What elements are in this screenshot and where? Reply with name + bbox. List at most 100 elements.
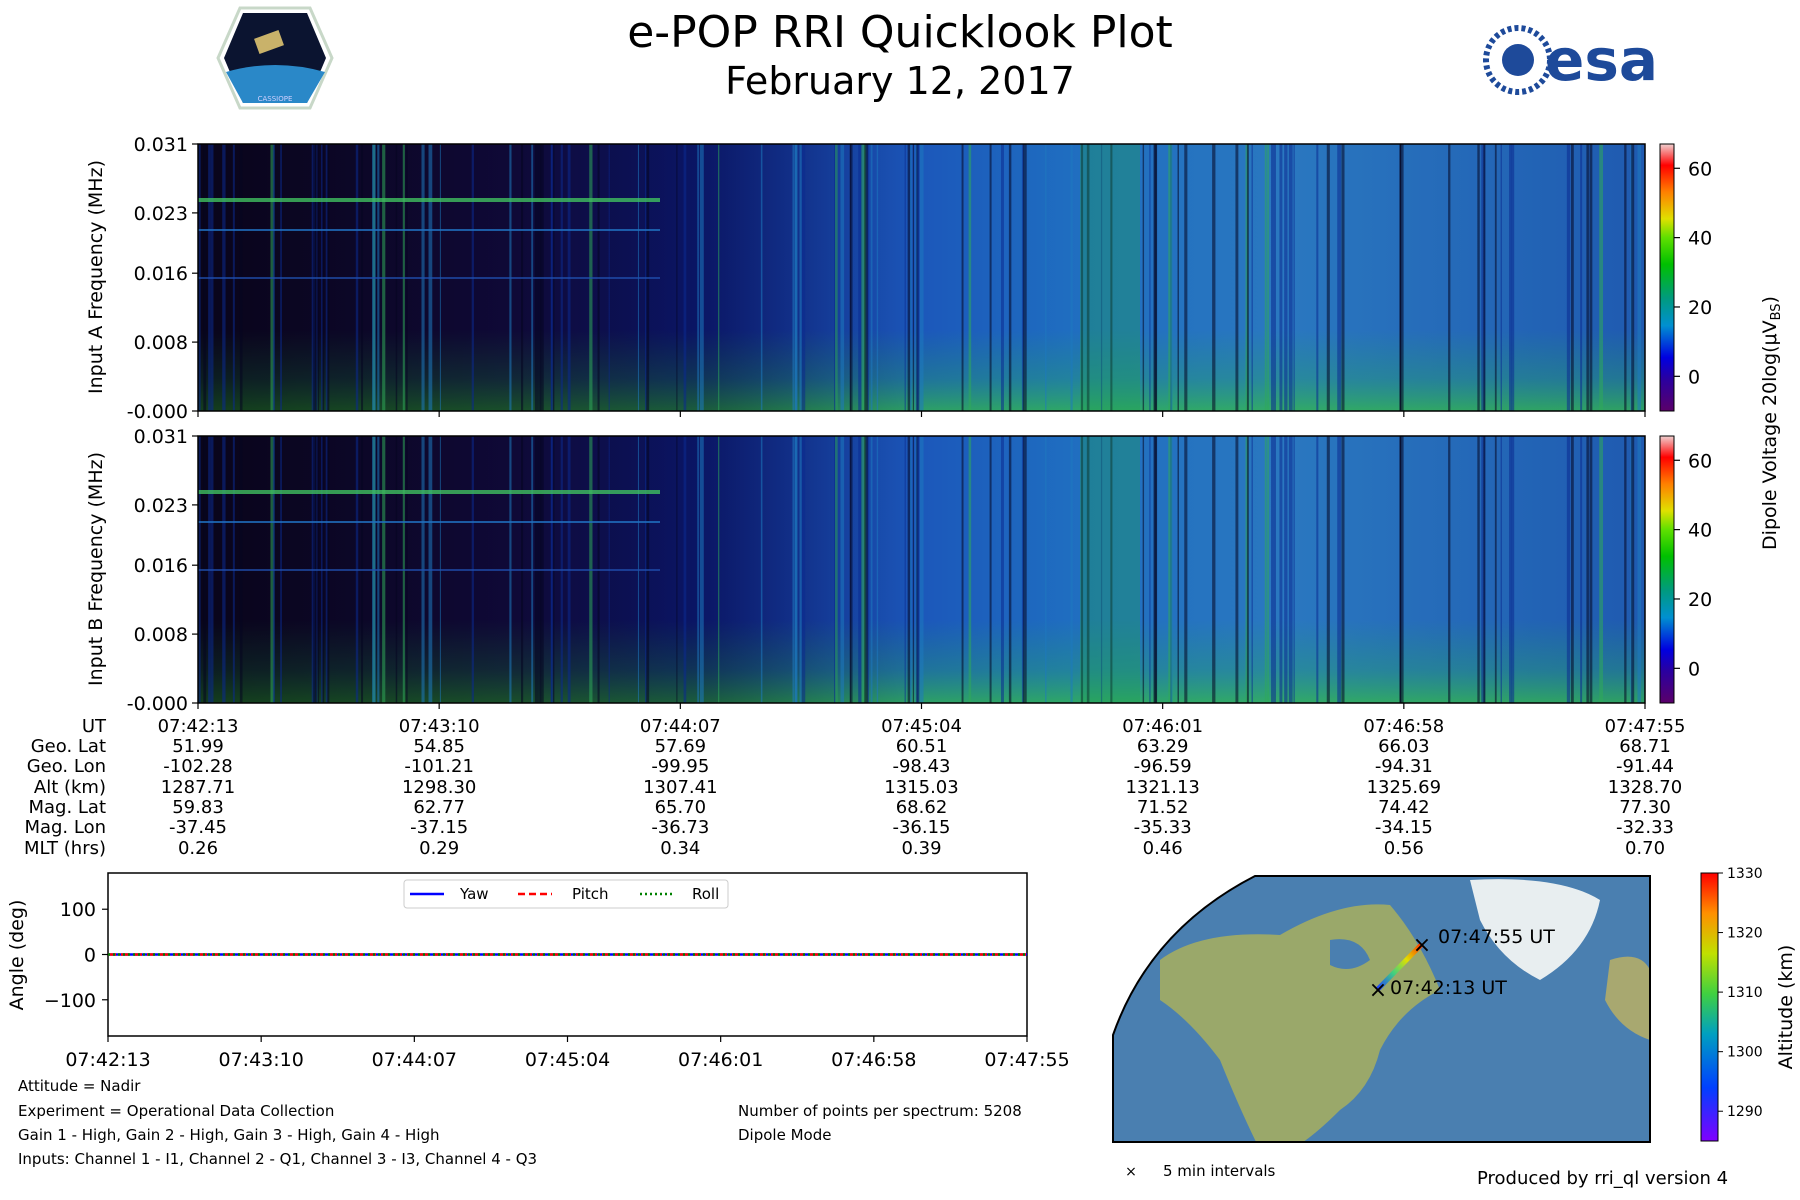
colorbar-label-subscript: BS (1769, 303, 1784, 320)
spectrogram-a-stripe (1483, 144, 1486, 411)
spectrogram-a-stripe (1624, 144, 1627, 411)
colorbar-label-end: ) (1759, 296, 1781, 303)
spectrogram-a-stripe (801, 144, 806, 411)
ephemeris-cell: 1307.41 (643, 777, 717, 798)
spectrogram-b-stripe (1500, 436, 1502, 703)
spectrogram-b-stripe (850, 436, 853, 703)
spectrogram-a-stripe (867, 144, 870, 411)
spectrogram-b-x-ticks (197, 703, 1646, 709)
ephemeris-cell: 0.70 (1625, 838, 1665, 859)
spectrogram-a-stripe (1400, 144, 1404, 411)
ephemeris-cell: 0.34 (660, 838, 700, 859)
spectrogram-a-stripe (1571, 144, 1574, 411)
spectrogram-b-stripe (1086, 436, 1090, 703)
ephemeris-cell: 1298.30 (402, 777, 476, 798)
esa-logo-text: esa (1545, 26, 1658, 94)
ephemeris-cell: 77.30 (1619, 797, 1671, 818)
spectrogram-b-stripe (912, 436, 914, 703)
esa-logo-dot (1502, 44, 1534, 76)
colorbar-label-text: Dipole Voltage 20log(μV (1759, 320, 1781, 550)
footer-attitude: Attitude = Nadir (18, 1077, 141, 1095)
plot-title: e-POP RRI Quicklook Plot (627, 7, 1173, 58)
ephemeris-cell: 07:43:10 (399, 716, 480, 737)
spectrogram-b-stripe (1326, 436, 1330, 703)
spectrogram-a-stripe (1586, 144, 1589, 411)
ephemeris-row-label: UT (82, 716, 107, 737)
ephemeris-row-label: Alt (km) (34, 777, 106, 798)
spectrogram-b-stripe (1212, 436, 1216, 703)
esa-logo: esa (1483, 25, 1658, 95)
spectrogram-b-stripe (835, 436, 837, 703)
spectrogram-b-stripe (1273, 436, 1276, 703)
spectrogram-a-stripe (1399, 144, 1401, 411)
spectrogram-a-stripe (904, 144, 906, 411)
ephemeris-cell: 0.29 (419, 838, 459, 859)
spectrogram-b-stripe (1100, 436, 1103, 703)
spectrogram-a-stripe (1316, 144, 1319, 411)
spectrogram-b-stripe (840, 436, 845, 703)
attitude-y-tick-label: 0 (84, 945, 96, 967)
spectrogram-a-stripe (1448, 144, 1451, 411)
spectrogram-a-stripe (1021, 144, 1024, 411)
spectrogram-b-stripe (917, 436, 920, 703)
map-europe (1605, 956, 1650, 1040)
spectrogram-b-stripe (794, 436, 797, 703)
ephemeris-cell: 07:45:04 (881, 716, 962, 737)
map-hudson-bay (1330, 939, 1370, 969)
spectrogram-a-colorbar-tick-label: 40 (1688, 228, 1712, 250)
cassiope-logo-text: CASSIOPE (258, 95, 293, 103)
ephemeris-cell: 57.69 (655, 736, 707, 757)
map-outline (1112, 875, 1651, 1143)
spectrogram-b-stripe (1045, 436, 1047, 703)
ephemeris-cell: 07:44:07 (640, 716, 721, 737)
spectrogram-a-y-tick-label: 0.008 (134, 332, 188, 354)
spectrogram-a: -0.000 0.008 0.016 0.023 0.031 Input A Frequ… (85, 134, 1646, 423)
spectrogram-a-stripe (1279, 144, 1283, 411)
spectrogram-b-stripe (1580, 436, 1583, 703)
track-end-marker: × (1413, 933, 1431, 958)
spectrogram-a-stripe (1500, 144, 1502, 411)
spectrogram-b-stripe (1267, 436, 1270, 703)
spectrogram-b-y-tick-label: 0.008 (134, 624, 188, 646)
spectrogram-a-stripe (919, 144, 924, 411)
ephemeris-cell: 07:46:01 (1122, 716, 1203, 737)
spectrogram-a-stripe (1045, 144, 1047, 411)
attitude-legend: Yaw Pitch Roll (403, 879, 729, 909)
spectrogram-b-stripe (1149, 436, 1151, 703)
spectrogram-a-ylabel: Input A Frequency (MHz) (85, 160, 107, 394)
spectrogram-b-stripe (1288, 436, 1293, 703)
spectrogram-b-stripe (1168, 436, 1173, 703)
spectrogram-a-stripe (1177, 144, 1179, 411)
spectrogram-a-stripe (697, 144, 699, 411)
spectrogram-b-stripe (1154, 436, 1157, 703)
ephemeris-cell: 51.99 (172, 736, 224, 757)
ephemeris-cell: -36.15 (892, 817, 950, 838)
attitude-x-tick-label: 07:47:55 (984, 1049, 1069, 1071)
spectrogram-a-stripe (1326, 144, 1330, 411)
spectrogram-a-stripe (1008, 144, 1012, 411)
spectrogram-b-stripe (1448, 436, 1451, 703)
ground-track-map: × × 07:42:13 UT 07:47:55 UT × 5 min inte… (1112, 875, 1651, 1180)
spectrogram-b-stripe (1142, 436, 1145, 703)
spectrogram-b-stripe (1571, 436, 1574, 703)
ephemeris-cell: -91.44 (1616, 756, 1674, 777)
spectrogram-a-stripe (1264, 144, 1267, 411)
spectrogram-a-stripe (1080, 144, 1140, 411)
spectrogram-b-stripe (1080, 436, 1140, 703)
spectrogram-b-colorbar-tick-label: 0 (1688, 658, 1700, 680)
ephemeris-cell: 63.29 (1137, 736, 1189, 757)
ephemeris-cell: 62.77 (413, 797, 465, 818)
spectrogram-a-stripe (1337, 144, 1341, 411)
spectrogram-b-stripe (870, 436, 873, 703)
legend-pitch-label: Pitch (572, 885, 609, 903)
spectrogram-b-stripe (1170, 436, 1173, 703)
spectrogram-a-stripe (1509, 144, 1512, 411)
spectrogram-b-y-axis: -0.000 0.008 0.016 0.023 0.031 (127, 426, 198, 715)
ephemeris-cell: -94.31 (1375, 756, 1433, 777)
spectrogram-a-stripe (1170, 144, 1173, 411)
spectrogram-a-stripe (1293, 144, 1295, 411)
ephemeris-cell: 07:46:58 (1363, 716, 1444, 737)
ephemeris-cell: 66.03 (1378, 736, 1430, 757)
ephemeris-cell: 1328.70 (1608, 777, 1682, 798)
attitude-x-tick-label: 07:46:01 (678, 1049, 763, 1071)
